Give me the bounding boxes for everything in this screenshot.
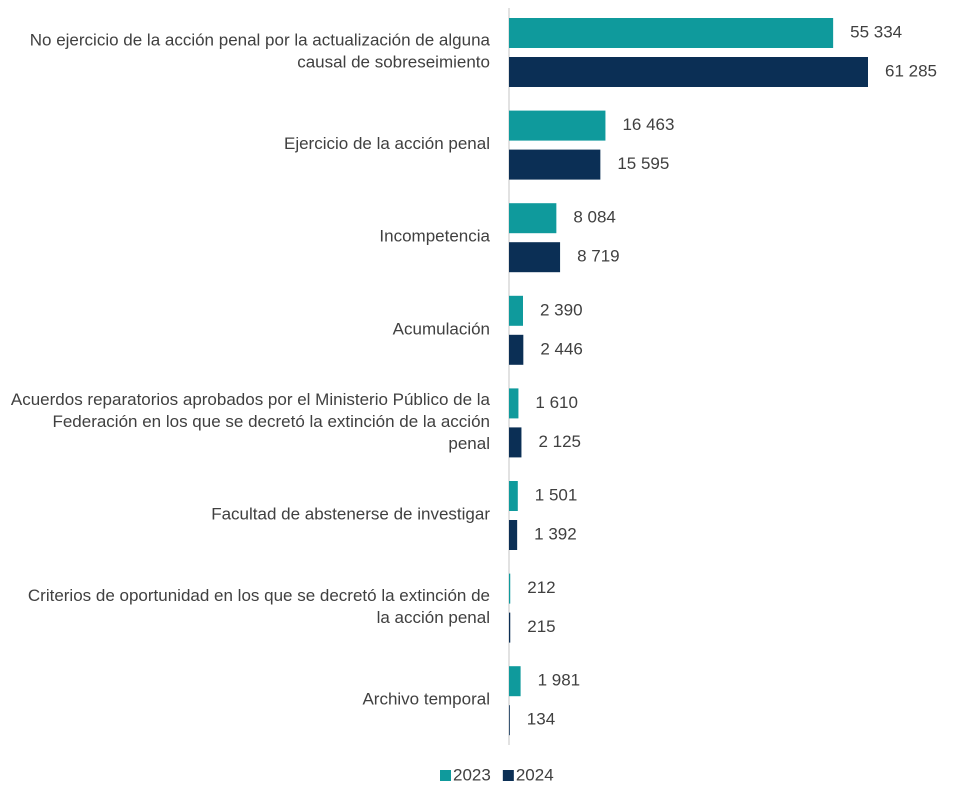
- bar: [509, 666, 521, 697]
- value-label: 55 334: [850, 22, 902, 41]
- bar: [509, 242, 561, 273]
- value-label: 15 595: [617, 154, 669, 173]
- value-label: 1 392: [534, 524, 577, 543]
- value-label: 2 390: [540, 300, 583, 319]
- category-label: Archivo temporal: [362, 690, 490, 709]
- category-label: Incompetencia: [379, 227, 490, 246]
- value-label: 2 125: [538, 432, 581, 451]
- category-label: No ejercicio de la acción penal por la a…: [30, 31, 491, 72]
- bar: [509, 149, 601, 180]
- bar: [509, 705, 510, 736]
- bar: [509, 295, 524, 326]
- value-label: 8 084: [573, 208, 616, 227]
- bar: [509, 427, 522, 458]
- value-label: 2 446: [540, 339, 583, 358]
- bar: [509, 388, 519, 419]
- value-label: 134: [527, 710, 555, 729]
- category-label: Ejercicio de la acción penal: [284, 135, 490, 154]
- bar: [509, 481, 518, 511]
- bar: [509, 573, 511, 604]
- value-label: 8 719: [577, 247, 620, 266]
- value-label: 212: [527, 578, 555, 597]
- bar: [509, 203, 557, 234]
- legend-label: 2023: [453, 765, 491, 784]
- bar: [509, 334, 524, 365]
- value-label: 1 610: [535, 393, 578, 412]
- legend-label: 2024: [516, 765, 554, 784]
- category-label: Facultad de abstenerse de investigar: [211, 505, 490, 524]
- category-label: Criterios de oportunidad en los que se d…: [28, 587, 490, 628]
- legend-swatch: [502, 770, 514, 781]
- category-label: Acuerdos reparatorios aprobados por el M…: [11, 390, 491, 453]
- value-label: 1 501: [535, 485, 578, 504]
- bar: [509, 612, 511, 643]
- category-label: Acumulación: [393, 320, 490, 339]
- legend-swatch: [440, 770, 451, 781]
- bar: [509, 57, 868, 87]
- bar: [509, 110, 606, 141]
- value-label: 61 285: [885, 61, 937, 80]
- value-label: 1 981: [538, 671, 581, 690]
- value-label: 215: [527, 617, 555, 636]
- bar: [509, 520, 518, 550]
- value-label: 16 463: [622, 115, 674, 134]
- bar: [509, 18, 834, 48]
